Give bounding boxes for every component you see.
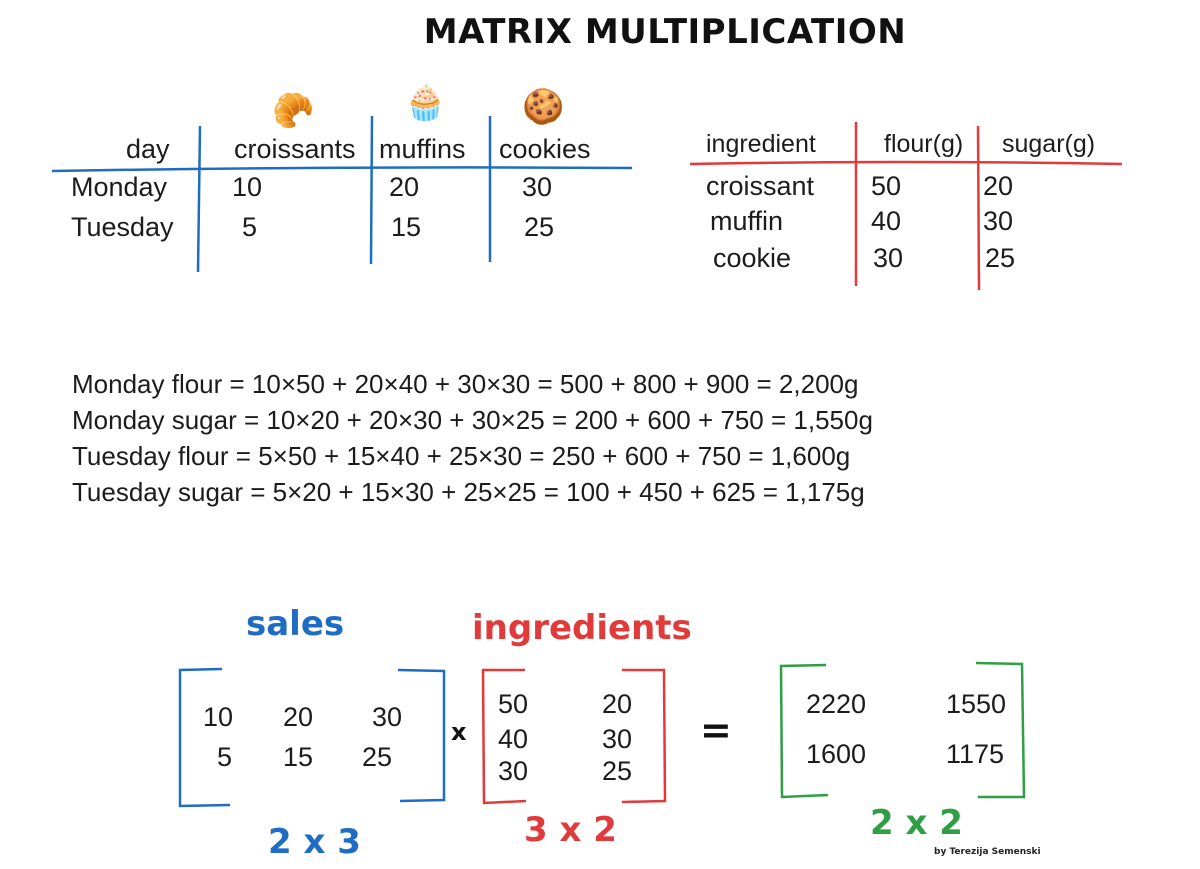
ingredients-row-name: croissant bbox=[706, 171, 815, 201]
ingredients-table-divider-2 bbox=[976, 125, 981, 291]
ingredients-cell: 40 bbox=[871, 206, 902, 236]
ingredients-header-ingredient: ingredient bbox=[706, 130, 816, 158]
result-matrix-cell: 2220 bbox=[806, 689, 867, 719]
result-dims-label: 2 x 2 bbox=[870, 803, 963, 843]
sales-matrix-cell: 10 bbox=[203, 702, 234, 732]
sales-table-divider-1 bbox=[196, 125, 202, 273]
sales-cell: 15 bbox=[391, 212, 422, 242]
sales-dims-label: 2 x 3 bbox=[268, 822, 361, 862]
result-matrix-cell: 1550 bbox=[946, 689, 1007, 719]
sales-header-cookies: cookies bbox=[499, 134, 591, 164]
result-matrix-cell: 1600 bbox=[806, 739, 867, 769]
ingredients-matrix-cell: 25 bbox=[602, 756, 633, 786]
ingredients-cell: 25 bbox=[985, 243, 1016, 273]
multiply-sign: x bbox=[451, 718, 467, 746]
ingredients-matrix-cell: 20 bbox=[602, 689, 633, 719]
sales-matrix-cell: 5 bbox=[217, 742, 233, 772]
ingredients-row-name: cookie bbox=[713, 243, 792, 273]
sales-cell: 5 bbox=[242, 212, 258, 242]
sales-matrix-cell: 20 bbox=[283, 702, 314, 732]
sales-cell: 25 bbox=[524, 212, 555, 242]
sales-matrix-label: sales bbox=[246, 604, 345, 644]
equation-tuesday-sugar: Tuesday sugar = 5×20 + 15×30 + 25×25 = 1… bbox=[72, 477, 865, 507]
ingredients-matrix-cell: 30 bbox=[498, 756, 529, 786]
ingredients-header-sugar: sugar(g) bbox=[1002, 130, 1096, 158]
ingredients-cell: 30 bbox=[873, 243, 904, 273]
ingredients-matrix-cell: 50 bbox=[498, 689, 529, 719]
ingredients-matrix-cell: 30 bbox=[602, 724, 633, 754]
author-credit: by Terezija Semenski bbox=[934, 847, 1041, 857]
equation-monday-flour: Monday flour = 10×50 + 20×40 + 30×30 = 5… bbox=[72, 369, 859, 399]
sales-cell: 20 bbox=[389, 172, 420, 202]
page-title: MATRIX MULTIPLICATION bbox=[423, 12, 907, 52]
ingredients-cell: 30 bbox=[983, 206, 1014, 236]
result-matrix-right-bracket bbox=[975, 661, 1026, 799]
sales-row-day: Tuesday bbox=[71, 212, 174, 242]
sales-table-header-rule bbox=[51, 166, 633, 173]
cookie-icon: 🍪 bbox=[522, 88, 565, 126]
ingredients-table-header-rule bbox=[689, 160, 1123, 166]
result-matrix-cell: 1175 bbox=[946, 739, 1005, 769]
sales-table-divider-2 bbox=[369, 115, 374, 265]
equals-sign: = bbox=[700, 708, 732, 752]
sales-cell: 10 bbox=[232, 172, 263, 202]
result-matrix-left-bracket bbox=[779, 663, 829, 799]
sales-matrix-cell: 25 bbox=[362, 742, 393, 772]
sales-cell: 30 bbox=[522, 172, 553, 202]
sales-matrix-left-bracket bbox=[178, 667, 231, 808]
ingredients-cell: 50 bbox=[871, 171, 902, 201]
ingredients-dims-label: 3 x 2 bbox=[524, 810, 617, 850]
ingredients-matrix-right-bracket bbox=[621, 668, 667, 804]
sales-matrix-cell: 30 bbox=[372, 702, 403, 732]
ingredients-row-name: muffin bbox=[710, 206, 784, 236]
sales-header-muffins: muffins bbox=[379, 134, 466, 164]
croissant-icon: 🥐 bbox=[272, 92, 315, 130]
ingredients-header-flour: flour(g) bbox=[884, 130, 964, 158]
sales-matrix-cell: 15 bbox=[283, 742, 314, 772]
ingredients-matrix-left-bracket bbox=[481, 668, 527, 805]
cupcake-icon: 🧁 bbox=[404, 84, 447, 122]
equation-monday-sugar: Monday sugar = 10×20 + 20×30 + 30×25 = 2… bbox=[72, 405, 873, 435]
ingredients-matrix-cell: 40 bbox=[498, 724, 529, 754]
equation-tuesday-flour: Tuesday flour = 5×50 + 15×40 + 25×30 = 2… bbox=[72, 441, 851, 471]
sales-matrix-right-bracket bbox=[397, 668, 446, 803]
ingredients-matrix-label: ingredients bbox=[472, 608, 692, 648]
sales-header-croissants: croissants bbox=[234, 134, 356, 164]
ingredients-cell: 20 bbox=[983, 171, 1014, 201]
sales-row-day: Monday bbox=[71, 172, 168, 202]
sales-header-day: day bbox=[126, 134, 170, 164]
